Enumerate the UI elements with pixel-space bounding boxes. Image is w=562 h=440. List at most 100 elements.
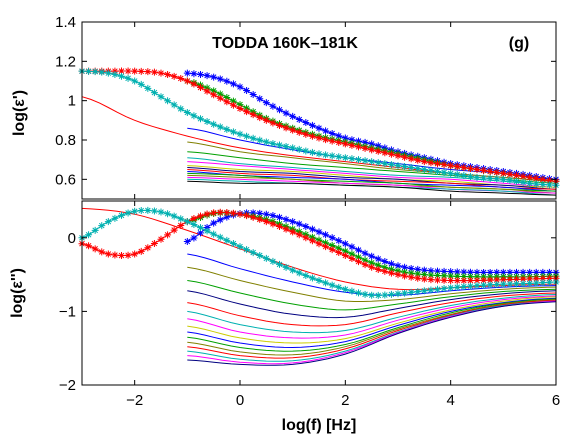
bottom-marked-series-2-marker xyxy=(104,250,112,258)
bottom-marked-series-2-marker xyxy=(348,255,356,263)
bottom-xtick-label: 0 xyxy=(236,392,244,409)
bottom-marked-series-3-marker xyxy=(91,226,99,234)
top-marked-series-2-marker xyxy=(210,91,218,99)
bottom-marked-series-2-marker xyxy=(137,247,145,255)
bottom-marked-series-3-marker xyxy=(381,291,389,299)
top-marked-series-2-marker xyxy=(348,141,356,149)
top-marked-series-0-marker xyxy=(276,106,283,114)
top-marked-series-2-marker xyxy=(164,71,172,79)
bottom-marked-series-3-marker xyxy=(434,285,441,293)
top-marked-series-3-marker xyxy=(414,165,422,173)
bottom-marked-series-3-marker xyxy=(170,212,178,220)
bottom-marked-series-3-marker xyxy=(526,279,534,287)
top-marked-series-2-marker xyxy=(440,161,448,169)
top-marked-series-2-marker xyxy=(394,152,402,160)
bottom-marked-series-2-marker xyxy=(111,251,119,259)
bottom-marked-series-2-marker xyxy=(197,212,204,220)
bottom-marked-series-0-marker xyxy=(295,220,303,228)
bottom-marked-series-3-marker xyxy=(493,280,501,288)
bottom-marked-series-2-marker xyxy=(453,277,461,285)
top-marked-series-3-marker xyxy=(157,93,165,101)
bottom-marked-series-3-marker xyxy=(532,279,540,287)
top-marked-series-3-marker xyxy=(236,130,244,138)
bottom-marked-series-2-marker xyxy=(131,250,139,258)
bottom-marked-series-2-marker xyxy=(381,267,389,275)
bottom-marked-series-3-marker xyxy=(374,291,382,299)
bottom-marked-series-3-marker xyxy=(289,266,297,274)
bottom-line-series-10 xyxy=(187,298,557,352)
top-marked-series-3-marker xyxy=(526,179,534,187)
bottom-marked-series-0-marker xyxy=(394,262,402,270)
bottom-marked-series-1-marker xyxy=(460,273,468,281)
bottom-marked-series-0-marker xyxy=(381,257,389,265)
top-marked-series-3-marker xyxy=(170,101,178,109)
bottom-marked-series-0-marker xyxy=(545,268,553,276)
bottom-marked-series-2-marker xyxy=(447,276,455,284)
bottom-marked-series-2-marker xyxy=(289,228,297,236)
bottom-line-series-2 xyxy=(187,266,557,302)
top-title: TODDA 160K–181K xyxy=(212,35,358,52)
bottom-marked-series-3-marker xyxy=(144,206,152,214)
top-marked-series-2-marker xyxy=(190,80,198,88)
top-marked-series-0-marker xyxy=(355,137,362,145)
bottom-marked-series-3-marker xyxy=(229,240,237,248)
bottom-marked-series-1-marker xyxy=(381,263,389,271)
top-marked-series-3-marker xyxy=(150,89,158,97)
top-marked-series-2-marker xyxy=(276,121,283,129)
top-marked-series-2-marker xyxy=(203,87,211,95)
bottom-marked-series-0-marker xyxy=(190,234,198,242)
bottom-marked-series-3-marker xyxy=(420,287,428,295)
bottom-marked-series-2-marker xyxy=(335,249,343,257)
top-marked-series-0-marker xyxy=(328,129,336,137)
bottom-marked-series-2-marker xyxy=(420,275,428,283)
top-marked-series-3-marker xyxy=(229,128,237,136)
top-marked-series-2-marker xyxy=(229,101,237,109)
top-marked-series-3-marker xyxy=(420,166,428,173)
top-marked-series-2-marker xyxy=(335,139,343,147)
bottom-marked-series-0-marker xyxy=(276,213,283,221)
bottom-marked-series-2-marker xyxy=(355,258,362,266)
bottom-marked-series-0-marker xyxy=(480,268,488,276)
bottom-marked-series-2-marker xyxy=(144,244,152,252)
top-marked-series-2-marker xyxy=(460,164,468,172)
top-marked-series-3-marker xyxy=(216,123,224,131)
top-marked-series-3-marker xyxy=(144,84,152,92)
top-marked-series-2-marker xyxy=(144,68,152,76)
bottom-marked-series-1-marker xyxy=(473,273,481,281)
top-marked-series-3-marker xyxy=(256,136,264,144)
top-marked-series-0-marker xyxy=(322,127,330,135)
bottom-axes-frame xyxy=(81,200,557,386)
top-marked-series-3-marker xyxy=(473,173,481,181)
top-marked-series-3-marker xyxy=(335,153,343,161)
top-marked-series-0-marker xyxy=(249,91,257,99)
bottom-marked-series-3-marker xyxy=(177,215,185,223)
bottom-marked-series-1-marker xyxy=(453,272,461,280)
bottom-marked-series-3-marker xyxy=(150,207,158,215)
bottom-marked-series-3-marker xyxy=(368,291,376,299)
bottom-marked-series-0-marker xyxy=(341,240,349,248)
bottom-marked-series-0-marker xyxy=(361,249,369,257)
top-marked-series-3-marker xyxy=(243,132,251,140)
top-marked-series-2-marker xyxy=(355,143,362,151)
bottom-line-series-7 xyxy=(187,295,557,339)
top-marked-series-0-marker xyxy=(289,112,297,120)
bottom-panel: −2 −1 0 −2 0 2 4 6 log(ε'') log(f) [Hz] xyxy=(9,200,560,434)
bottom-ticks-group: −2 −1 0 −2 0 2 4 6 xyxy=(59,201,560,409)
bottom-marked-series-1-marker xyxy=(427,271,435,279)
bottom-marked-series-3-marker xyxy=(355,289,362,297)
top-marked-series-2-marker xyxy=(447,162,455,170)
bottom-marked-series-0-marker xyxy=(499,268,507,276)
bottom-marked-series-0-marker xyxy=(427,267,435,275)
bottom-marked-series-2-marker xyxy=(124,251,132,259)
bottom-marked-series-2-marker xyxy=(223,209,231,216)
bottom-line-series-3 xyxy=(187,280,557,311)
bottom-marked-series-0-marker xyxy=(269,212,277,220)
bottom-marked-series-3-marker xyxy=(223,236,231,244)
top-line-series-5 xyxy=(187,161,557,188)
top-marked-series-0-marker xyxy=(229,80,237,88)
bottom-marked-series-3-marker xyxy=(282,263,290,271)
top-marked-series-3-marker xyxy=(85,67,93,75)
bottom-line-series-6 xyxy=(187,294,557,334)
bottom-marked-series-2-marker xyxy=(216,208,224,216)
top-marked-series-2-marker xyxy=(401,153,409,161)
